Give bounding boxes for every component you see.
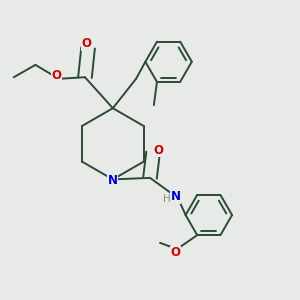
Text: O: O (170, 246, 181, 259)
Text: O: O (82, 37, 92, 50)
Text: O: O (51, 69, 61, 82)
Text: N: N (170, 190, 180, 203)
Text: O: O (154, 143, 164, 157)
Text: N: N (108, 173, 118, 187)
Text: H: H (163, 194, 171, 204)
